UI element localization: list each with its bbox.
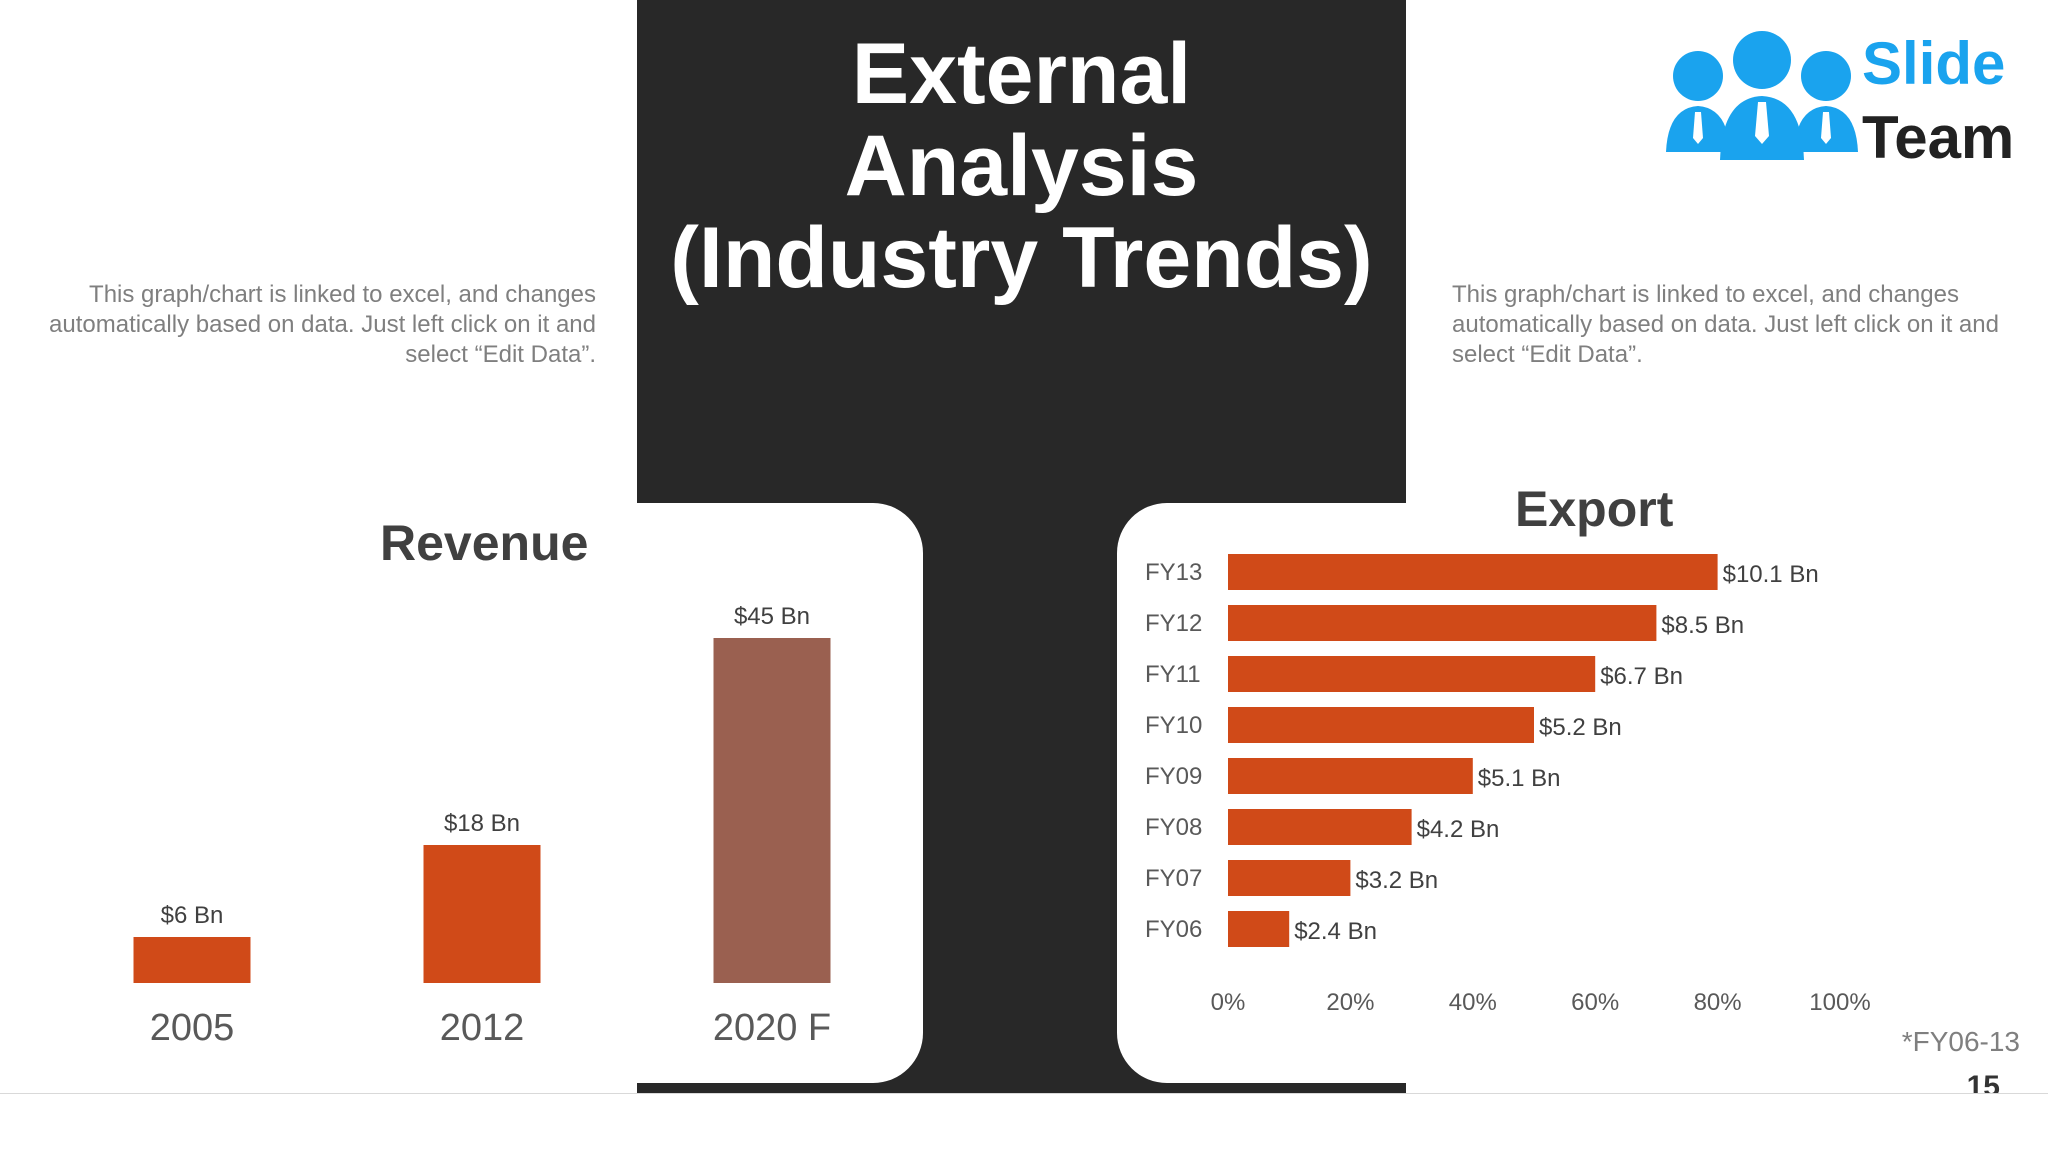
- export-category-label-7: FY06: [1145, 916, 1202, 943]
- revenue-bar-2: [713, 638, 831, 983]
- revenue-data-label-2: $45 Bn: [734, 603, 810, 630]
- revenue-category-label-0: 2005: [150, 1007, 235, 1049]
- logo-word-slide: Slide: [1862, 30, 2006, 97]
- export-data-label-1: $8.5 Bn: [1661, 612, 1744, 639]
- export-x-tick-0: 0%: [1211, 989, 1246, 1016]
- slideteam-logo: Slide Team: [1662, 26, 2022, 176]
- revenue-bar-0: [133, 937, 251, 983]
- export-category-label-6: FY07: [1145, 865, 1202, 892]
- revenue-category-label-2: 2020 F: [713, 1007, 831, 1049]
- export-category-label-3: FY10: [1145, 712, 1202, 739]
- revenue-data-label-0: $6 Bn: [161, 902, 224, 929]
- export-category-label-4: FY09: [1145, 763, 1202, 790]
- revenue-chart: $6 Bn 2005 $18 Bn 2012 $45 Bn 2020 F: [133, 603, 831, 1049]
- export-bar-6: [1228, 860, 1351, 896]
- revenue-bar-1: [423, 845, 541, 983]
- export-x-tick-2: 40%: [1449, 989, 1497, 1016]
- export-x-tick-3: 60%: [1571, 989, 1619, 1016]
- export-category-label-0: FY13: [1145, 559, 1202, 586]
- slide-title: External Analysis (Industry Trends): [637, 28, 1406, 304]
- export-chart-title: Export: [1515, 481, 1674, 537]
- export-data-label-5: $4.2 Bn: [1417, 816, 1500, 843]
- export-bar-5: [1228, 809, 1412, 845]
- export-data-label-0: $10.1 Bn: [1723, 561, 1819, 588]
- revenue-data-label-1: $18 Bn: [444, 810, 520, 837]
- export-category-label-2: FY11: [1145, 661, 1201, 688]
- revenue-category-label-1: 2012: [440, 1007, 525, 1049]
- description-right: This graph/chart is linked to excel, and…: [1452, 281, 1999, 368]
- export-bar-7: [1228, 911, 1290, 947]
- logo-word-team: Team: [1862, 104, 2015, 171]
- title-line-3: (Industry Trends): [670, 210, 1373, 306]
- export-x-tick-4: 80%: [1694, 989, 1742, 1016]
- description-left: This graph/chart is linked to excel, and…: [49, 281, 596, 368]
- footer-divider: [0, 1093, 2048, 1094]
- title-line-1: External: [851, 26, 1192, 122]
- export-category-label-1: FY12: [1145, 610, 1202, 637]
- export-x-tick-1: 20%: [1326, 989, 1374, 1016]
- footnote: *FY06-13: [1901, 1026, 2020, 1057]
- export-bar-0: [1228, 554, 1718, 590]
- export-x-tick-5: 100%: [1809, 989, 1870, 1016]
- export-data-label-3: $5.2 Bn: [1539, 714, 1622, 741]
- export-bar-1: [1228, 605, 1657, 641]
- export-category-label-5: FY08: [1145, 814, 1202, 841]
- export-bar-4: [1228, 758, 1473, 794]
- export-chart: FY13 $10.1 Bn FY12 $8.5 Bn FY11 $6.7 Bn FY10 $5…: [1145, 554, 1871, 1016]
- title-line-2: Analysis: [844, 118, 1199, 214]
- page-number: 15: [1966, 1070, 2000, 1094]
- export-data-label-2: $6.7 Bn: [1600, 663, 1683, 690]
- people-group-icon: [1666, 31, 1858, 160]
- revenue-chart-title: Revenue: [380, 515, 589, 571]
- export-data-label-4: $5.1 Bn: [1478, 765, 1561, 792]
- export-data-label-7: $2.4 Bn: [1294, 918, 1377, 945]
- export-bar-2: [1228, 656, 1596, 692]
- export-data-label-6: $3.2 Bn: [1355, 867, 1438, 894]
- export-bar-3: [1228, 707, 1534, 743]
